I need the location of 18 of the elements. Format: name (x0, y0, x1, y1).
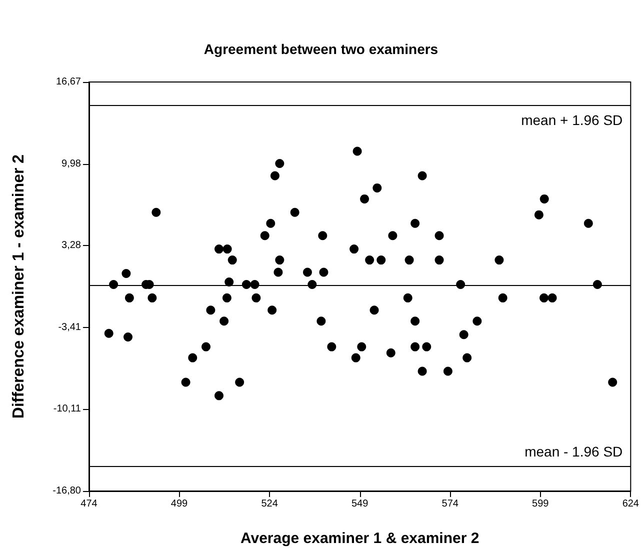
ref-line-label: mean - 1.96 SD (524, 444, 623, 460)
x-tick-label: 474 (80, 498, 98, 510)
x-tick-label: 549 (351, 498, 369, 510)
y-tick-label: 9,98 (62, 158, 82, 170)
x-tick-label: 574 (442, 498, 459, 510)
x-tick-label: 624 (622, 498, 640, 510)
ref-line-label: mean + 1.96 SD (521, 112, 623, 128)
y-tick-label: -3,41 (58, 322, 82, 333)
y-axis-title: Difference examiner 1 - examiner 2 (10, 154, 28, 419)
y-tick-label: 3,28 (62, 240, 82, 252)
y-tick-label: -10,11 (53, 404, 82, 415)
x-axis-title: Average examiner 1 & examiner 2 (240, 530, 480, 547)
y-tick-label: -16,80 (52, 486, 82, 496)
x-tick-label: 599 (532, 498, 550, 510)
x-tick-label: 499 (170, 498, 188, 510)
y-tick-label: 16,67 (56, 76, 82, 88)
chart-title: Agreement between two examiners (204, 41, 438, 57)
x-tick-label: 524 (261, 498, 278, 510)
